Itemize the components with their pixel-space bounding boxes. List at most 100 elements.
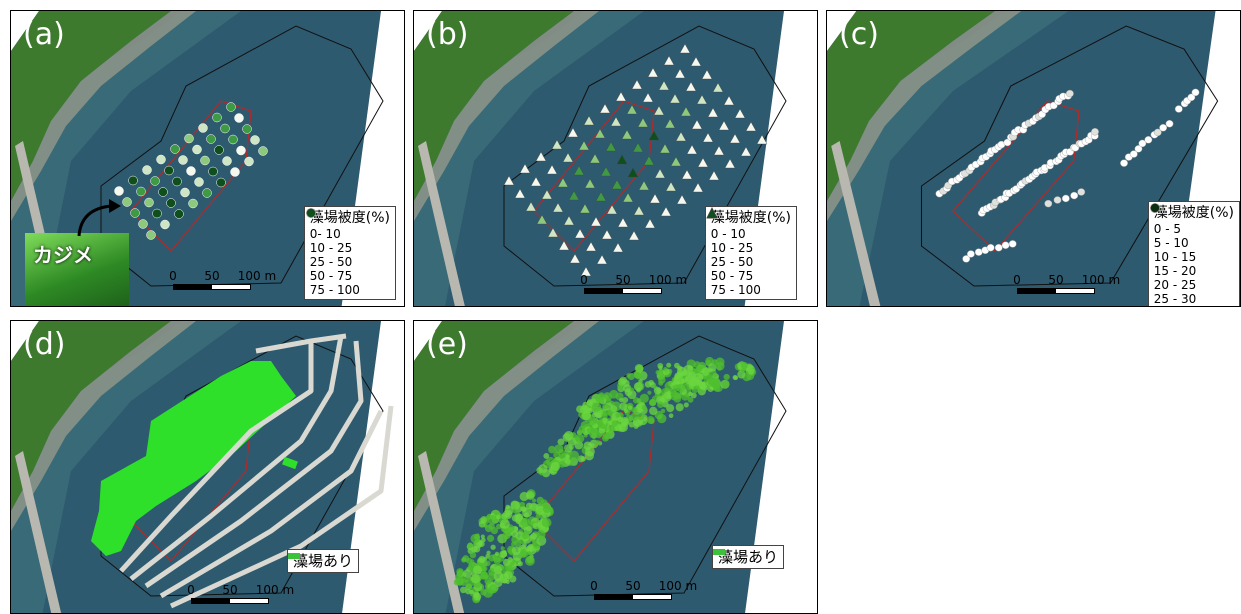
seagrass-pixel xyxy=(666,404,674,412)
seagrass-pixel xyxy=(631,407,637,413)
coverage-point xyxy=(251,136,260,145)
seagrass-pixel xyxy=(531,533,538,540)
survey-point xyxy=(1066,90,1073,97)
survey-point xyxy=(967,250,974,257)
scale-white xyxy=(1055,288,1095,294)
seagrass-pixel xyxy=(713,385,720,392)
seagrass-pixel xyxy=(638,413,645,420)
legend-label: 藻場あり xyxy=(718,548,778,566)
seagrass-pixel xyxy=(619,398,623,402)
seagrass-pixel xyxy=(634,382,643,391)
legend-symbol xyxy=(1149,202,1161,214)
coverage-point xyxy=(187,167,196,176)
survey-point xyxy=(1159,124,1166,131)
scale-label: 100 m xyxy=(659,579,697,593)
arrow-head xyxy=(109,199,121,213)
seagrass-pixel xyxy=(506,505,511,510)
map-panel: (d)藻場あり050100 m xyxy=(10,320,405,614)
seagrass-pixel xyxy=(526,503,532,509)
coverage-point xyxy=(143,166,152,175)
survey-point xyxy=(975,249,982,256)
scale-bar: 050100 m xyxy=(191,583,271,609)
seagrass-pixel xyxy=(701,368,709,376)
legend-label: 10 - 15 xyxy=(1154,250,1197,264)
survey-point xyxy=(1078,188,1085,195)
map-panel: (e)藻場あり050100 m xyxy=(413,320,818,614)
legend-item: 25 - 50 xyxy=(711,255,791,269)
coverage-point xyxy=(181,188,190,197)
seagrass-pixel xyxy=(657,415,662,420)
scale-label: 100 m xyxy=(238,269,276,283)
arrow-line xyxy=(79,206,111,236)
coverage-point xyxy=(259,147,268,156)
legend: 藻場あり xyxy=(712,545,784,569)
scale-white xyxy=(622,288,662,294)
seagrass-pixel xyxy=(658,376,666,384)
legend-item: 0 - 10 xyxy=(711,227,791,241)
coverage-point xyxy=(185,134,194,143)
seagrass-pixel xyxy=(473,546,480,553)
legend-title: 藻場被度(%) xyxy=(711,209,791,227)
seagrass-pixel xyxy=(536,467,542,473)
seagrass-pixel xyxy=(522,531,530,539)
coverage-point xyxy=(209,167,218,176)
survey-point xyxy=(1166,120,1173,127)
seagrass-pixel xyxy=(595,413,601,419)
coverage-point xyxy=(221,124,230,133)
seagrass-pixel xyxy=(500,523,506,529)
legend-label: 50 - 75 xyxy=(711,269,754,283)
inset-photo: カジメ xyxy=(25,233,129,307)
survey-point xyxy=(1062,195,1069,202)
survey-point xyxy=(995,244,1002,251)
legend-label: 10 - 25 xyxy=(310,241,353,255)
legend-label: 20 - 25 xyxy=(1154,278,1197,292)
seagrass-pixel xyxy=(733,375,738,380)
coverage-point xyxy=(215,146,224,155)
seagrass-pixel xyxy=(656,370,661,375)
panel-label: (a) xyxy=(23,17,65,52)
seagrass-pixel xyxy=(481,572,489,580)
survey-point xyxy=(987,244,994,251)
scale-label: 0 xyxy=(580,273,588,287)
seagrass-pixel xyxy=(635,364,644,373)
seagrass-pixel xyxy=(688,397,694,403)
seagrass-pixel xyxy=(536,530,545,539)
legend-label: 25 - 50 xyxy=(310,255,353,269)
scale-bar: 050100 m xyxy=(1017,273,1097,299)
coverage-point xyxy=(231,168,240,177)
legend-label: 0- 10 xyxy=(310,227,341,241)
seagrass-pixel xyxy=(618,378,626,386)
scale-label: 0 xyxy=(187,583,195,597)
legend-symbol xyxy=(305,207,317,219)
legend-item: 5 - 10 xyxy=(1154,236,1234,250)
seagrass-pixel xyxy=(602,403,608,409)
coverage-point xyxy=(145,198,154,207)
scale-black xyxy=(191,598,231,604)
legend-symbol xyxy=(706,207,718,219)
legend-item: 20 - 25 xyxy=(1154,278,1234,292)
seagrass-pixel xyxy=(645,381,652,388)
panel-label: (d) xyxy=(23,327,65,362)
seagrass-pixel xyxy=(496,514,501,519)
seagrass-pixel xyxy=(611,420,618,427)
survey-point xyxy=(1091,128,1098,135)
coverage-point xyxy=(243,125,252,134)
seagrass-pixel xyxy=(647,391,651,395)
legend-item: 50 - 75 xyxy=(310,269,390,283)
legend-label: 75 - 100 xyxy=(711,283,761,297)
seagrass-pixel xyxy=(479,521,486,528)
seagrass-pixel xyxy=(559,449,563,453)
legend-title: 藻場被度(%) xyxy=(310,209,390,227)
seagrass-pixel xyxy=(711,382,715,386)
scale-label: 50 xyxy=(204,269,219,283)
coverage-point xyxy=(213,113,222,122)
panel-label: (c) xyxy=(839,17,879,52)
seagrass-pixel xyxy=(551,462,560,471)
seagrass-pixel xyxy=(471,574,480,583)
coverage-point xyxy=(195,178,204,187)
coverage-point xyxy=(237,146,246,155)
seagrass-pixel xyxy=(485,525,493,533)
seagrass-pixel xyxy=(542,518,552,528)
survey-point xyxy=(1054,196,1061,203)
